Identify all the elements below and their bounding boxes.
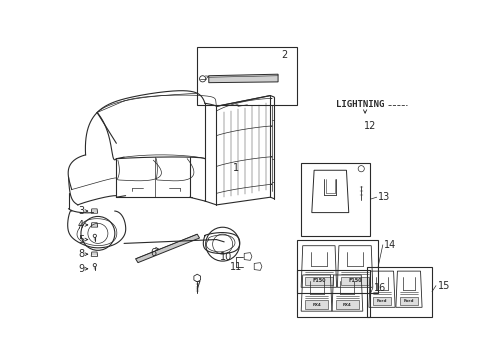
Text: Ford: Ford: [404, 299, 414, 303]
Text: 14: 14: [384, 240, 396, 250]
Polygon shape: [209, 74, 278, 83]
Text: 5: 5: [78, 235, 84, 244]
Text: 3: 3: [78, 206, 84, 216]
Bar: [305, 300, 328, 309]
Bar: [341, 276, 369, 285]
Text: 16: 16: [374, 283, 387, 293]
Text: F150: F150: [348, 278, 362, 283]
Bar: [305, 276, 333, 285]
Polygon shape: [136, 234, 199, 263]
Bar: [336, 300, 359, 309]
Bar: [400, 297, 418, 305]
Text: 12: 12: [364, 121, 377, 131]
Text: 13: 13: [378, 192, 391, 202]
Bar: [197, 47, 297, 105]
Text: 15: 15: [438, 281, 450, 291]
Text: 11: 11: [230, 262, 242, 272]
Text: FX4: FX4: [312, 303, 321, 307]
Text: 2: 2: [281, 50, 287, 60]
Text: 4: 4: [78, 220, 84, 230]
Text: F150: F150: [312, 278, 326, 283]
Bar: [373, 297, 392, 305]
Bar: [367, 266, 432, 316]
Text: LIGHTNING: LIGHTNING: [336, 100, 384, 109]
Text: 7: 7: [194, 281, 200, 291]
Text: 6: 6: [150, 248, 156, 258]
Text: 8: 8: [78, 249, 84, 259]
Bar: [297, 270, 370, 316]
Text: 10: 10: [220, 252, 232, 262]
Text: FX4: FX4: [343, 303, 352, 307]
Text: 9: 9: [78, 264, 84, 274]
Text: Ford: Ford: [377, 299, 387, 303]
Bar: [297, 239, 378, 293]
Bar: [301, 163, 370, 236]
Text: 1: 1: [233, 163, 239, 173]
